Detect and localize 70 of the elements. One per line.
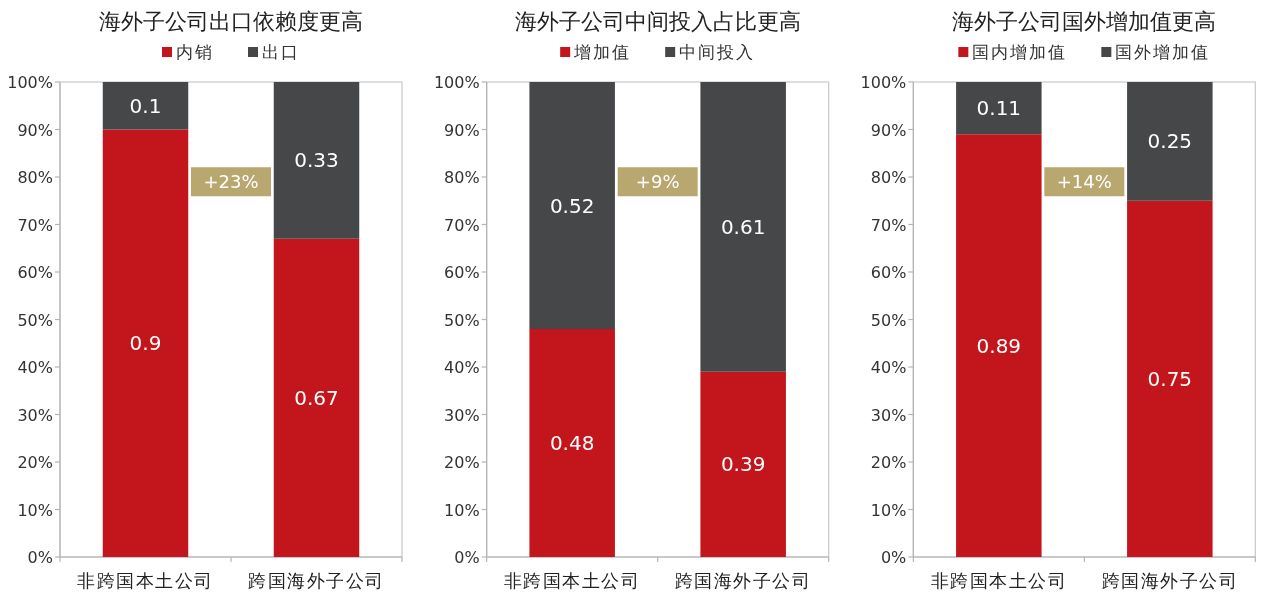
y-tick-label: 100% — [7, 73, 53, 92]
y-tick-label: 100% — [433, 73, 480, 92]
legend-item: 出口 — [248, 42, 300, 62]
data-label: 0.89 — [976, 333, 1022, 358]
y-tick-label: 90% — [870, 120, 907, 140]
y-tick-label: 80% — [870, 168, 907, 187]
legend-label: 内销 — [176, 42, 214, 62]
y-tick-label: 80% — [17, 168, 53, 187]
legend-item: 增加值 — [560, 42, 632, 62]
y-tick-label: 0% — [27, 548, 53, 567]
y-tick-label: 80% — [444, 168, 480, 187]
y-tick-label: 40% — [444, 358, 480, 377]
annotation: +14% — [1044, 167, 1125, 197]
annotation: +23% — [203, 171, 259, 193]
y-tick-label: 70% — [870, 215, 907, 235]
annotation: +23% — [191, 167, 271, 197]
y-tick-label: 0% — [880, 548, 907, 567]
legend-label: 增加值 — [573, 42, 632, 62]
y-tick-label: 60% — [870, 263, 907, 282]
x-tick-label: 跨国海外子公司 — [248, 570, 385, 591]
y-tick-label: 90% — [444, 120, 480, 140]
legend-item: 内销 — [162, 42, 214, 62]
data-label: 0.52 — [549, 193, 595, 218]
annotation: +9% — [617, 167, 698, 197]
data-label: 0.33 — [294, 148, 339, 173]
data-label: 0.9 — [129, 331, 162, 356]
annotation: +14% — [1056, 171, 1112, 193]
chart-title: 海外子公司国外增加值更高 — [952, 9, 1217, 34]
legend-item: 国内增加值 — [958, 42, 1068, 62]
data-label: 0.25 — [1147, 129, 1193, 154]
data-label: 0.39 — [720, 452, 766, 477]
y-tick-label: 40% — [870, 358, 907, 377]
y-tick-label: 70% — [444, 215, 480, 235]
y-tick-label: 20% — [444, 453, 480, 472]
y-tick-label: 20% — [17, 453, 53, 472]
data-label: 0.48 — [549, 431, 595, 455]
y-tick-label: 50% — [17, 310, 53, 330]
annotation: +9% — [635, 171, 680, 193]
y-tick-label: 30% — [870, 405, 907, 425]
x-tick-label: 非跨国本土公司 — [77, 570, 214, 591]
legend-label: 出口 — [262, 42, 300, 62]
y-tick-label: 90% — [17, 120, 53, 140]
y-tick-label: 30% — [444, 405, 480, 425]
y-tick-label: 10% — [17, 500, 53, 520]
x-tick-label: 跨国海外子公司 — [674, 570, 812, 591]
chart-title: 海外子公司中间投入占比更高 — [514, 9, 801, 34]
y-tick-label: 50% — [870, 310, 907, 330]
data-label: 0.67 — [294, 385, 339, 410]
data-label: 0.11 — [976, 96, 1022, 121]
y-tick-label: 40% — [17, 358, 53, 377]
x-tick-label: 非跨国本土公司 — [503, 570, 641, 591]
legend-item: 中间投入 — [665, 42, 756, 62]
y-tick-label: 50% — [444, 310, 480, 330]
y-tick-label: 0% — [454, 548, 480, 567]
data-label: 0.75 — [1147, 366, 1193, 391]
x-tick-label: 跨国海外子公司 — [1101, 570, 1239, 591]
legend-label: 中间投入 — [679, 42, 756, 62]
y-tick-label: 10% — [870, 500, 907, 520]
data-label: 0.1 — [129, 93, 162, 118]
y-tick-label: 20% — [870, 453, 907, 472]
y-tick-label: 10% — [444, 500, 480, 520]
data-label: 0.61 — [720, 214, 766, 239]
chart-title: 海外子公司出口依赖度更高 — [99, 9, 363, 34]
y-tick-label: 60% — [17, 263, 53, 282]
x-tick-label: 非跨国本土公司 — [930, 570, 1068, 591]
y-tick-label: 60% — [444, 263, 480, 282]
y-tick-label: 100% — [860, 73, 907, 92]
y-tick-label: 70% — [17, 215, 53, 235]
y-tick-label: 30% — [17, 405, 53, 425]
legend-item: 国外增加值 — [1101, 42, 1211, 62]
